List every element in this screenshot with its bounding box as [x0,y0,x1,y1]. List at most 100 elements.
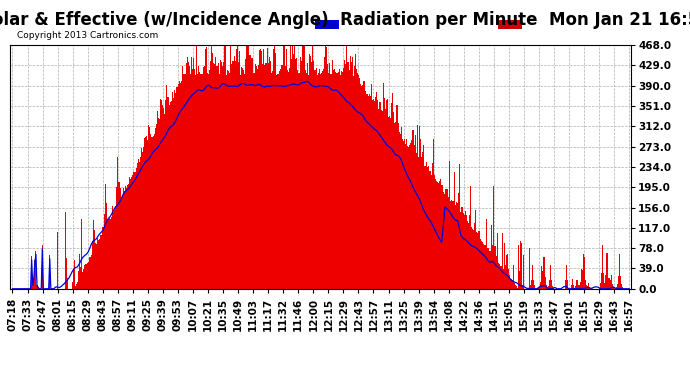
Bar [111,217,112,289]
Bar [380,110,382,289]
Bar [35,251,37,289]
Bar [482,242,483,289]
Bar [477,233,478,289]
Bar [588,283,589,289]
Bar [334,69,335,289]
Bar [37,287,39,289]
Bar [611,284,613,289]
Bar [170,101,172,289]
Bar [489,251,490,289]
Bar [464,211,466,289]
Bar [375,96,376,289]
Bar [127,185,128,289]
Bar [203,67,204,289]
Bar [458,193,460,289]
Bar [355,54,356,289]
Bar [436,181,437,289]
Bar [304,45,305,289]
Bar [74,260,75,289]
Bar [350,56,351,289]
Bar [427,166,428,289]
Bar [523,255,524,289]
Bar [152,136,154,289]
Bar [391,103,392,289]
Bar [260,49,262,289]
Bar [406,139,407,289]
Bar [286,49,287,289]
Bar [483,244,484,289]
Bar [250,58,252,289]
Bar [341,72,342,289]
Bar [82,272,83,289]
Bar [584,256,585,289]
Bar [419,126,420,289]
Bar [484,245,485,289]
Bar [413,145,415,289]
Bar [319,74,321,289]
Bar [480,239,481,289]
Bar [511,280,513,289]
Bar [516,286,517,289]
Bar [513,283,515,289]
Bar [348,70,350,289]
Bar [521,243,522,289]
Bar [178,84,179,289]
Bar [57,232,58,289]
Bar [618,276,619,289]
Bar [335,72,336,289]
Bar [344,60,346,289]
Bar [157,111,158,289]
Bar [441,185,442,289]
Bar [280,69,282,289]
Bar [133,172,135,289]
Bar [123,188,124,289]
Bar [340,75,341,289]
Bar [215,57,217,289]
Bar [617,284,618,289]
Bar [400,134,401,289]
Bar [108,219,109,289]
Bar [453,201,454,289]
Bar [553,288,554,289]
Bar [342,72,343,289]
Bar [34,260,35,289]
Bar [613,287,614,289]
Bar [503,268,504,289]
Bar [247,45,248,289]
Bar [32,285,33,289]
Bar [352,57,353,289]
Bar [472,230,473,289]
Bar [501,266,502,289]
Bar [139,162,140,289]
Bar [399,132,400,289]
Bar [172,98,174,289]
Bar [519,271,520,289]
Bar [403,141,404,289]
Bar [549,280,550,289]
Bar [411,140,413,289]
Bar [604,283,605,289]
Bar [326,46,327,289]
Bar [239,51,240,289]
Bar [231,64,233,289]
Bar [42,244,43,289]
Bar [491,225,493,289]
Bar [193,58,194,289]
Bar [373,99,374,289]
Bar [248,45,250,289]
Bar [585,280,586,289]
Bar [428,166,429,289]
Bar [343,68,344,289]
Bar [582,270,583,289]
Bar [237,45,238,289]
Bar [425,166,426,289]
Bar [207,74,208,289]
Bar [520,241,521,289]
Bar [389,116,390,289]
Bar [131,177,132,289]
Bar [148,125,149,289]
Bar [616,287,617,289]
Bar [346,45,348,289]
Bar [468,223,469,289]
Bar [156,124,157,289]
